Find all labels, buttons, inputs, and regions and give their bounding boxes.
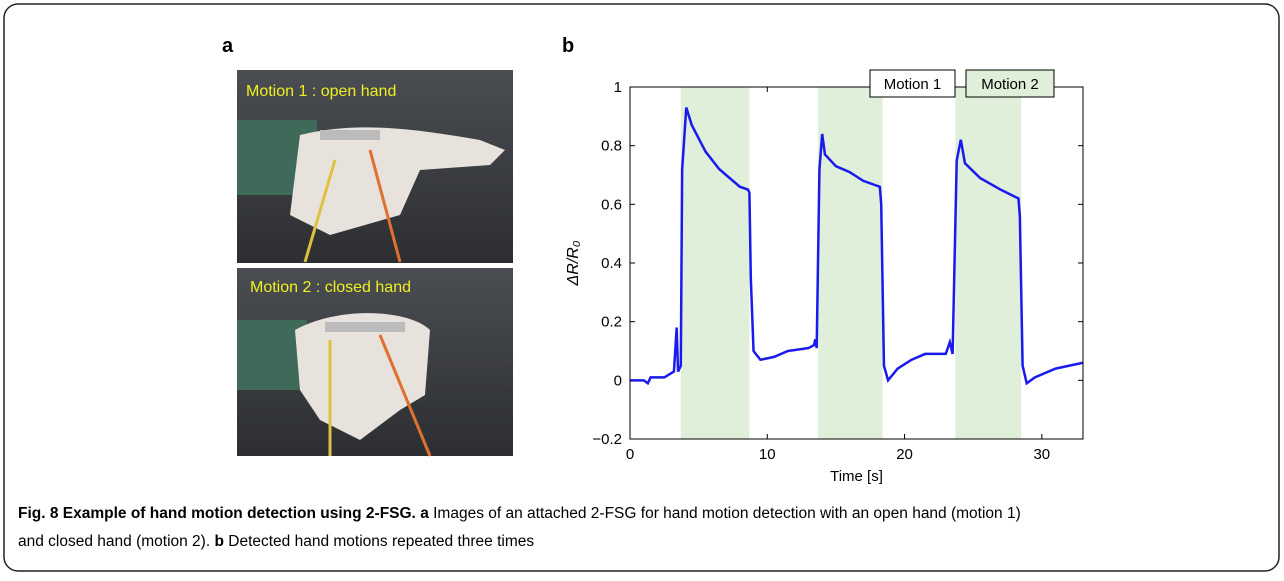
y-axis-label: ΔR/R₀ [565,240,582,286]
legend-label: Motion 2 [981,76,1039,93]
x-tick-label: 10 [759,446,776,463]
caption-text: Images of an attached 2-FSG for hand mot… [433,505,1021,522]
panel-label: a [222,35,234,57]
y-tick-label: −0.2 [592,431,622,448]
y-tick-label: 0.8 [601,138,622,155]
shaded-span [955,87,1021,439]
caption-label: b [214,533,223,550]
x-axis-label: Time [s] [830,468,883,485]
shaded-span [681,87,750,439]
panel-label: b [562,35,574,57]
x-tick-label: 30 [1033,446,1050,463]
y-tick-label: 0.2 [601,314,622,331]
photo [237,268,513,456]
frame [4,4,1279,571]
y-tick-label: 0 [614,372,622,389]
caption-line: Fig. 8 Example of hand motion detection … [18,505,1021,522]
caption-label: a [420,505,429,522]
x-tick-label: 0 [626,446,634,463]
page: a b Motion 1 : open hand Motion 2 : clos… [0,0,1284,576]
photo-caption: Motion 2 : closed hand [250,279,411,296]
legend-label: Motion 1 [884,76,942,93]
shaded-span [818,87,883,439]
caption-line: and closed hand (motion 2). b Detected h… [18,533,534,550]
photo-caption: Motion 1 : open hand [246,83,396,100]
caption-text: Detected hand motions repeated three tim… [228,533,534,550]
y-tick-label: 0.4 [601,255,622,272]
y-tick-label: 0.6 [601,196,622,213]
caption-text: and closed hand (motion 2). [18,533,210,550]
caption-title: Fig. 8 Example of hand motion detection … [18,505,416,522]
x-tick-label: 20 [896,446,913,463]
y-tick-label: 1 [614,79,622,96]
